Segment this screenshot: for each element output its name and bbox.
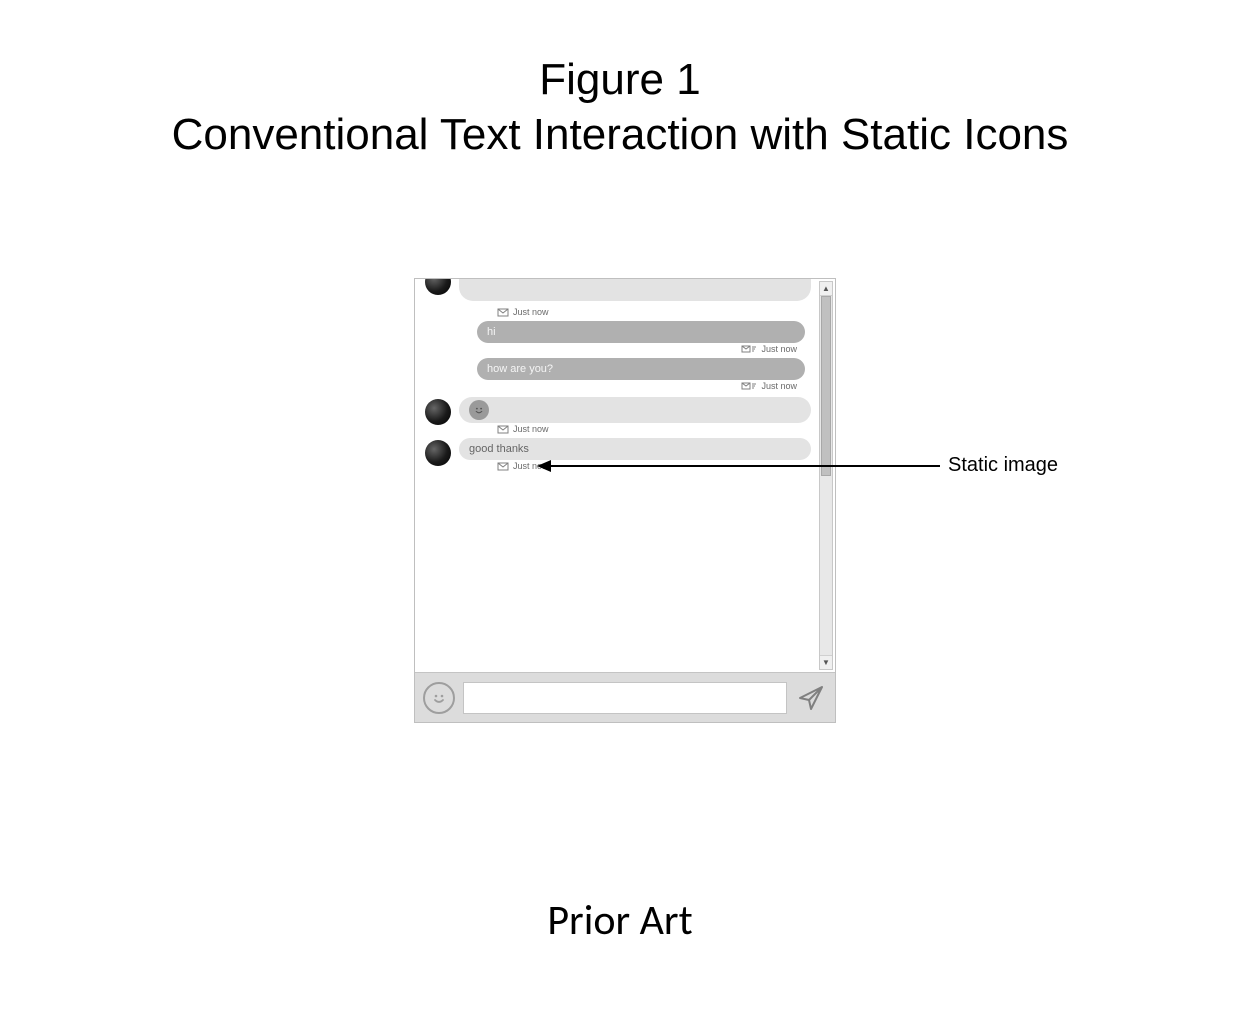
timestamp: Just now	[761, 381, 797, 391]
message-text: hi	[487, 326, 496, 338]
figure-number: Figure 1	[0, 52, 1240, 107]
message-list: Just now hi Just now how are you?	[415, 279, 817, 473]
scrollbar[interactable]: ▲ ▼	[819, 281, 833, 670]
avatar	[425, 440, 451, 466]
envelope-icon	[497, 307, 509, 317]
message-row: hi Just now	[421, 321, 811, 354]
arrow-head-icon	[537, 460, 551, 472]
figure-heading: Figure 1 Conventional Text Interaction w…	[0, 52, 1240, 162]
message-text: how are you?	[487, 363, 553, 375]
message-bubble	[459, 279, 811, 301]
message-meta: Just now	[459, 424, 811, 434]
timestamp: Just now	[513, 307, 549, 317]
envelope-out-icon	[741, 381, 757, 391]
message-input[interactable]	[463, 682, 787, 714]
envelope-icon	[497, 424, 509, 434]
envelope-icon	[497, 461, 509, 471]
scrollbar-thumb[interactable]	[821, 296, 831, 476]
chat-scroll-area: ▲ ▼ Just now hi	[415, 279, 835, 672]
avatar	[425, 279, 451, 295]
timestamp: Just now	[761, 344, 797, 354]
message-row: Just now	[421, 397, 811, 434]
timestamp: Just now	[513, 424, 549, 434]
message-bubble	[459, 397, 811, 423]
figure-title: Conventional Text Interaction with Stati…	[0, 107, 1240, 162]
avatar	[425, 399, 451, 425]
scroll-up-arrow-icon[interactable]: ▲	[820, 282, 832, 296]
chat-window: ▲ ▼ Just now hi	[414, 278, 836, 723]
smiley-icon	[469, 400, 489, 420]
message-text: good thanks	[469, 443, 529, 455]
emoji-picker-button[interactable]	[423, 682, 455, 714]
scroll-down-arrow-icon[interactable]: ▼	[820, 655, 832, 669]
annotation-label: Static image	[948, 454, 1058, 477]
message-bubble: good thanks	[459, 438, 811, 460]
message-row: how are you? Just now	[421, 358, 811, 391]
message-bubble: hi	[477, 321, 805, 343]
message-bubble: how are you?	[477, 358, 805, 380]
paper-plane-icon	[797, 684, 825, 712]
send-button[interactable]	[795, 682, 827, 714]
prior-art-label: Prior Art	[0, 895, 1240, 946]
message-row: Just now	[421, 283, 811, 317]
smiley-outline-icon	[428, 687, 450, 709]
message-meta: Just now	[477, 381, 805, 391]
message-meta: Just now	[477, 344, 805, 354]
input-bar	[415, 672, 835, 722]
message-meta: Just now	[459, 307, 811, 317]
envelope-out-icon	[741, 344, 757, 354]
annotation-arrow	[551, 465, 940, 467]
